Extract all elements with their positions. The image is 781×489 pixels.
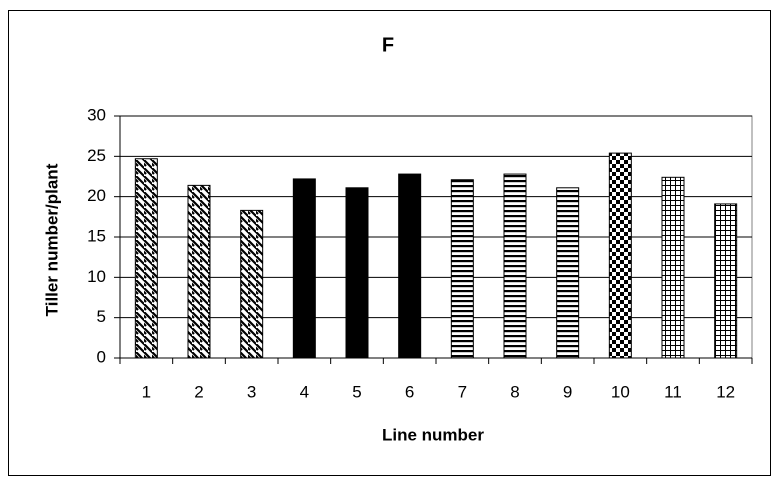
x-axis-label: Line number [382,425,484,444]
x-tick-label: 9 [563,382,572,401]
y-axis-label: Tiller number/plant [42,163,61,316]
x-tick-label: 8 [510,382,519,401]
bar [187,184,211,359]
bar [398,173,422,359]
y-tick-label: 15 [87,226,106,245]
x-tick-label: 5 [352,382,361,401]
x-tick-label: 2 [194,382,203,401]
y-tick-label: 30 [87,105,106,124]
x-tick-label: 4 [300,382,309,401]
bar [292,178,316,359]
x-tick-label: 12 [716,382,735,401]
y-tick-label: 5 [97,307,106,326]
bar [503,173,527,359]
x-tick-label: 11 [664,382,682,401]
x-tick-label: 1 [142,382,151,401]
y-tick-label: 25 [87,146,106,165]
y-tick-label: 0 [97,347,106,366]
x-tick-label: 10 [611,382,630,401]
y-tick-label: 10 [87,267,106,286]
bar [714,203,738,359]
bar [134,158,158,359]
bar [556,187,580,359]
bar [240,209,264,359]
x-tick-label: 3 [247,382,256,401]
y-tick-label: 20 [87,186,106,205]
x-tick-label: 6 [405,382,414,401]
bar [608,152,632,359]
chart-title: F [382,34,394,56]
bar [450,179,474,359]
bar [661,176,685,359]
bar [345,187,369,359]
x-tick-label: 7 [458,382,467,401]
